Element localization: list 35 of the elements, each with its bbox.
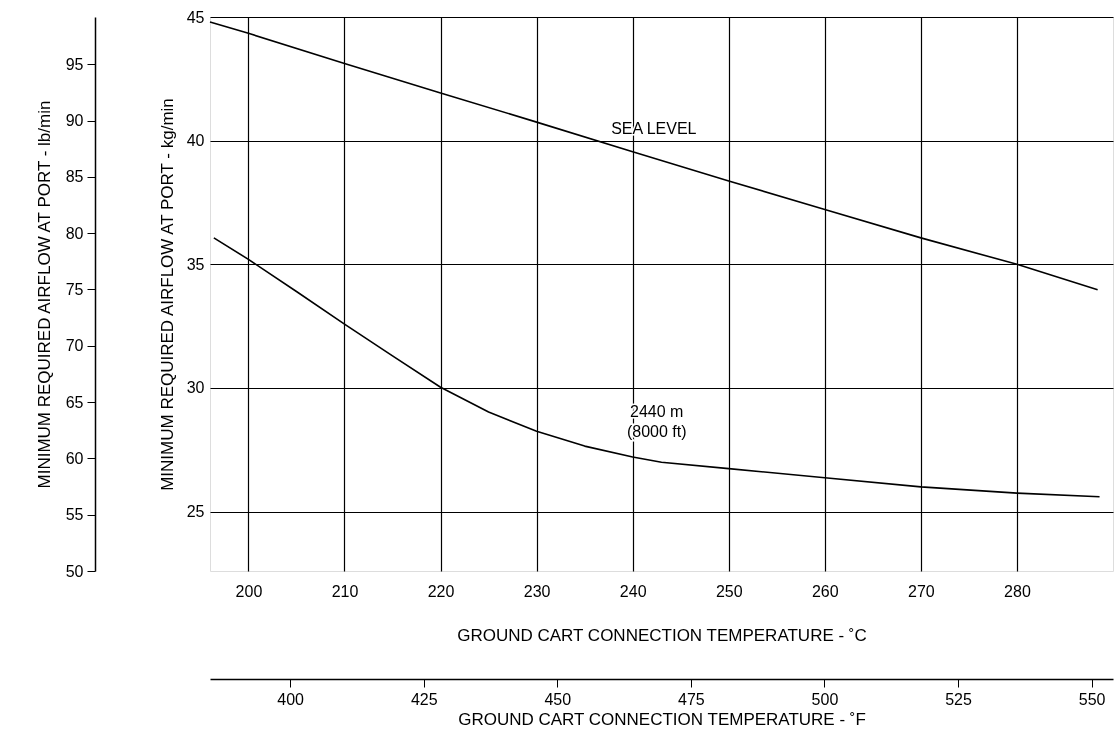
x-tick-label: 200 [235,582,263,600]
y2-tick-label: 50 [65,562,84,580]
x-tick-label: 210 [331,582,359,600]
x2-tick-label: 450 [544,690,572,708]
x-tick-label: 280 [1004,582,1031,600]
y2-tick-label: 80 [65,224,84,242]
x-tick-label: 240 [619,582,647,600]
y-tick-label: 25 [186,503,205,521]
y2-tick-label: 65 [65,393,84,411]
y-tick-label: 35 [186,255,205,273]
y2-tick-label: 75 [65,281,84,298]
x-tick-label: 230 [523,582,551,600]
x-axis-title: GROUND CART CONNECTION TEMPERATURE - ˚C [457,625,867,645]
x-tick-label: 260 [811,582,839,600]
y-tick-label: 30 [186,379,205,397]
y2-tick-label: 95 [65,55,84,73]
x2-tick-label: 525 [945,690,972,708]
y2-tick-label: 70 [65,337,84,355]
y2-tick-label: 90 [65,112,84,130]
y2-tick-label: 85 [65,168,84,186]
x2-tick-label: 425 [410,690,438,708]
x2-tick-label: 550 [1078,690,1106,708]
y-tick-label: 45 [186,8,205,26]
y-axis-title: MINIMUM REQUIRED AIRFLOW AT PORT - kg/min [157,98,177,491]
x2-tick-label: 475 [678,690,705,708]
x-tick-label: 250 [715,582,743,600]
x-tick-label: 270 [908,582,935,600]
y2-tick-label: 55 [65,506,84,524]
x2-tick-label: 400 [277,690,305,708]
y2-tick-label: 60 [65,449,84,467]
x2-axis-title: GROUND CART CONNECTION TEMPERATURE - ˚F [458,709,866,729]
x-tick-label: 220 [427,582,455,600]
y2-axis-title: MINIMUM REQUIRED AIRFLOW AT PORT - lb/min [34,100,54,489]
y-tick-label: 40 [186,132,205,150]
x2-tick-label: 500 [811,690,839,708]
